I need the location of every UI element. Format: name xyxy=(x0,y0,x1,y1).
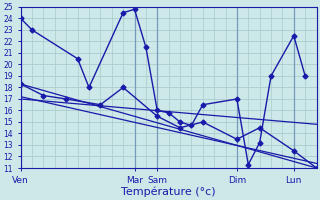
X-axis label: Température (°c): Température (°c) xyxy=(121,186,216,197)
